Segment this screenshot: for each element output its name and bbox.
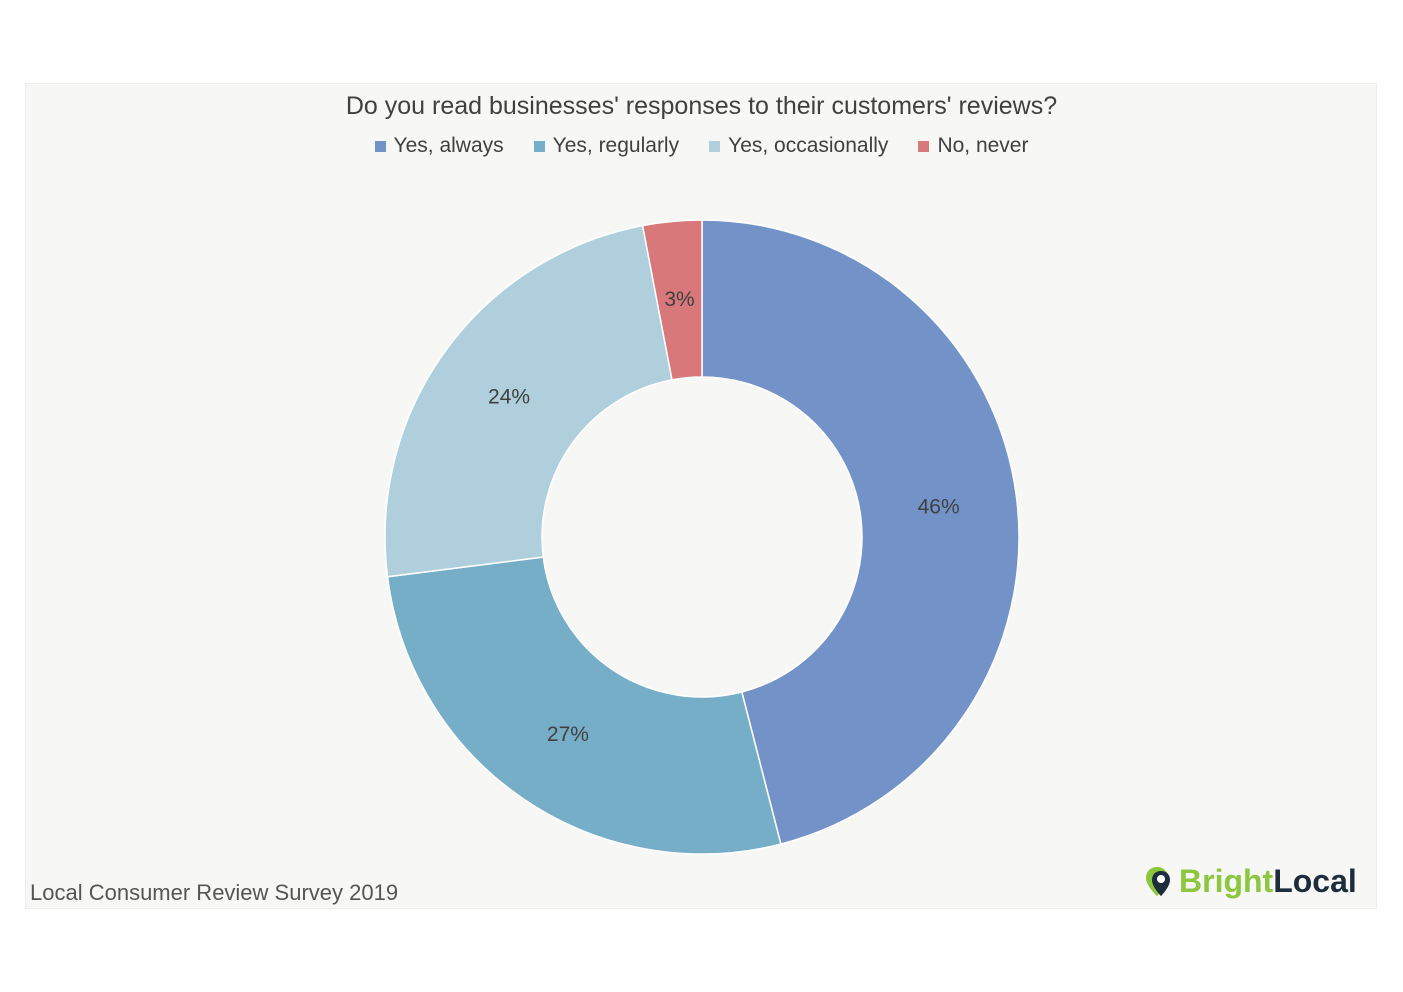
brand-logo: Bright Local [1143,863,1357,900]
data-label-yes-occasionally: 24% [488,385,530,408]
legend-label: Yes, always [393,134,504,157]
legend-swatch [533,140,545,152]
legend-swatch [709,140,721,152]
legend-item-yes-regularly: Yes, regularly [533,134,680,158]
legend-label: Yes, regularly [552,134,680,157]
slice-yes-occasionally [384,224,673,578]
chart-title: Do you read businesses' responses to the… [345,92,1058,120]
legend-swatch [374,140,386,152]
legend-swatch [918,140,930,152]
legend-label: No, never [937,134,1029,157]
data-label-yes-regularly: 27% [547,723,589,746]
brand-text-local: Local [1273,863,1357,899]
slice-yes-always [701,219,1020,845]
slice-yes-regularly [386,556,782,855]
brand-text-bright: Bright [1179,863,1274,899]
slice-no-never [641,219,703,381]
legend-item-yes-occasionally: Yes, occasionally [709,134,888,158]
legend-item-no-never: No, never [918,134,1028,158]
chart-legend: Yes, always Yes, regularly Yes, occasion… [0,134,1403,158]
data-label-yes-always: 46% [918,496,960,519]
data-label-no-never: 3% [664,288,694,311]
source-caption: Local Consumer Review Survey 2019 [30,880,399,905]
legend-label: Yes, occasionally [728,134,889,157]
legend-item-yes-always: Yes, always [374,134,504,158]
map-pin-icon [1146,866,1170,896]
